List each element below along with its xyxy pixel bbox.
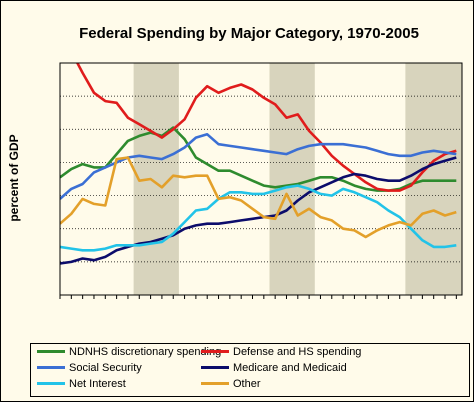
- plot-area: [59, 62, 463, 299]
- legend-item: NDNHS discretionary spending: [37, 346, 221, 362]
- legend-item: Net Interest: [37, 378, 126, 394]
- series-line-4: [60, 156, 457, 265]
- plot-border: [59, 62, 463, 296]
- legend-swatch: [37, 381, 65, 385]
- legend-swatch: [201, 365, 229, 369]
- legend-swatch: [201, 381, 229, 385]
- series-line-2: [75, 63, 457, 192]
- legend-swatch: [37, 349, 65, 353]
- administration-band: [133, 63, 179, 295]
- legend-item: Social Security: [37, 362, 142, 378]
- legend-item: Medicare and Medicaid: [201, 362, 347, 378]
- legend: NDNHS discretionary spending Defense and …: [30, 343, 470, 397]
- legend-label: Medicare and Medicaid: [233, 362, 347, 374]
- administration-band: [269, 63, 315, 295]
- plot-background: [60, 63, 462, 295]
- series-line-5: [60, 184, 457, 252]
- legend-swatch: [37, 365, 65, 369]
- legend-item: Defense and HS spending: [201, 346, 361, 362]
- legend-label: Social Security: [69, 362, 142, 374]
- series-line-6: [60, 156, 457, 239]
- administration-band: [405, 63, 462, 295]
- legend-item: Other: [201, 378, 261, 394]
- legend-label: Net Interest: [69, 378, 126, 390]
- legend-label: Defense and HS spending: [233, 346, 362, 358]
- legend-label: NDNHS discretionary spending: [69, 346, 222, 358]
- legend-label: Other: [233, 378, 261, 390]
- y-axis-label: percent of GDP: [7, 134, 21, 221]
- chart-title: Federal Spending by Major Category, 1970…: [79, 25, 419, 42]
- legend-swatch: [201, 349, 229, 353]
